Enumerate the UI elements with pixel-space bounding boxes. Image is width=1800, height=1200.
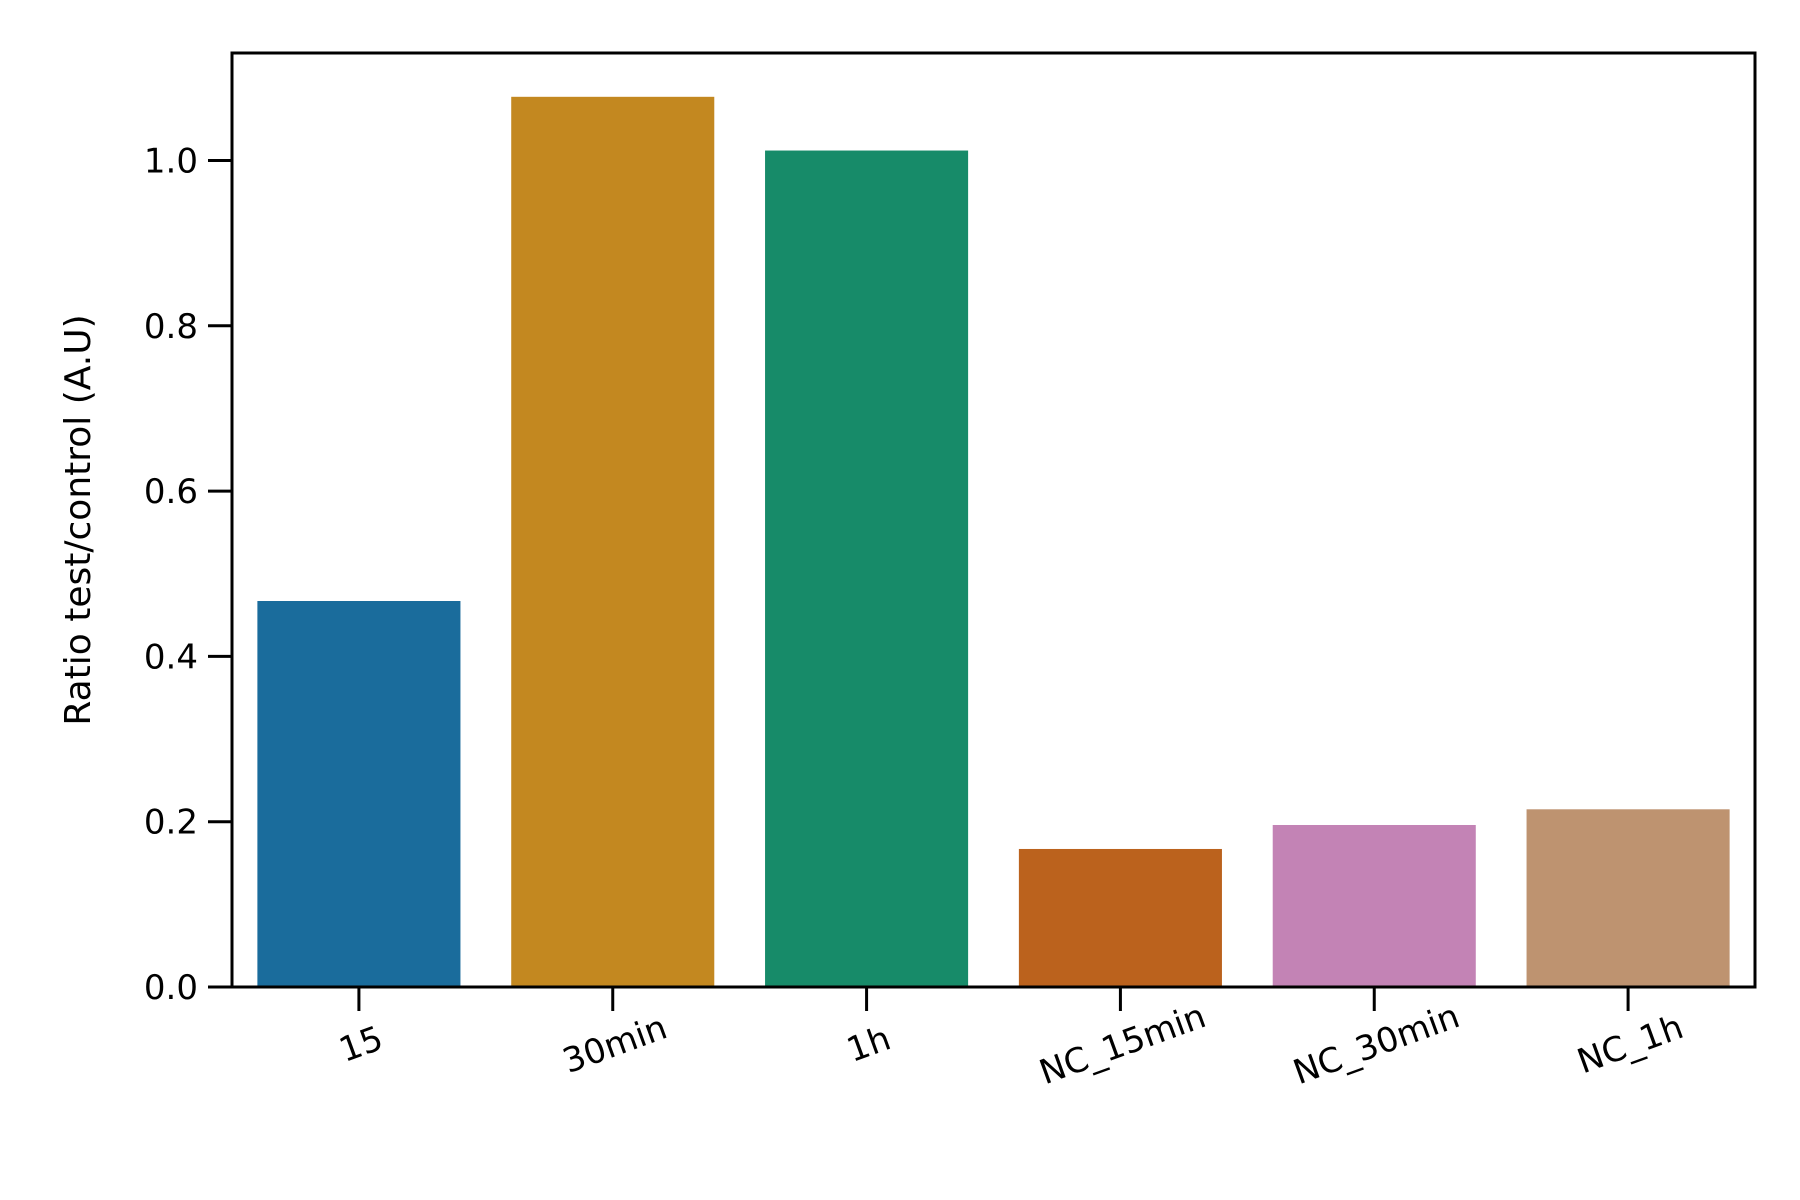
bar-nc-30min: [1272, 824, 1476, 987]
y-tick-label: 0.2: [144, 803, 198, 843]
bar-30min: [511, 96, 715, 988]
x-tick-label: 15: [334, 1018, 388, 1070]
bar-1h: [765, 150, 969, 988]
x-axis-ticks: 15 30min 1h NC_15min NC_30min NC_1h: [334, 987, 1689, 1093]
x-tick-label: NC_1h: [1572, 1007, 1688, 1082]
plot-frame: [230, 51, 1757, 989]
x-tick-label: NC_15min: [1034, 996, 1211, 1093]
y-tick-label: 0.0: [144, 968, 198, 1008]
y-tick-label: 0.8: [144, 307, 198, 347]
y-tick-label: 1.0: [144, 141, 198, 181]
bar-nc-1h: [1526, 809, 1730, 987]
x-tick-label: 1h: [842, 1018, 896, 1070]
bars-group: [257, 96, 1730, 988]
y-tick-label: 0.4: [144, 637, 198, 677]
y-tick-label: 0.6: [144, 472, 198, 512]
x-tick-label: NC_30min: [1288, 996, 1465, 1093]
x-tick-label: 30min: [558, 1008, 673, 1082]
y-axis-ticks: 0.0 0.2 0.4 0.6 0.8 1.0: [144, 141, 232, 1008]
bar-15: [257, 601, 461, 987]
y-axis-label: Ratio test/control (A.U): [58, 314, 99, 725]
bar-nc-15min: [1018, 848, 1222, 987]
